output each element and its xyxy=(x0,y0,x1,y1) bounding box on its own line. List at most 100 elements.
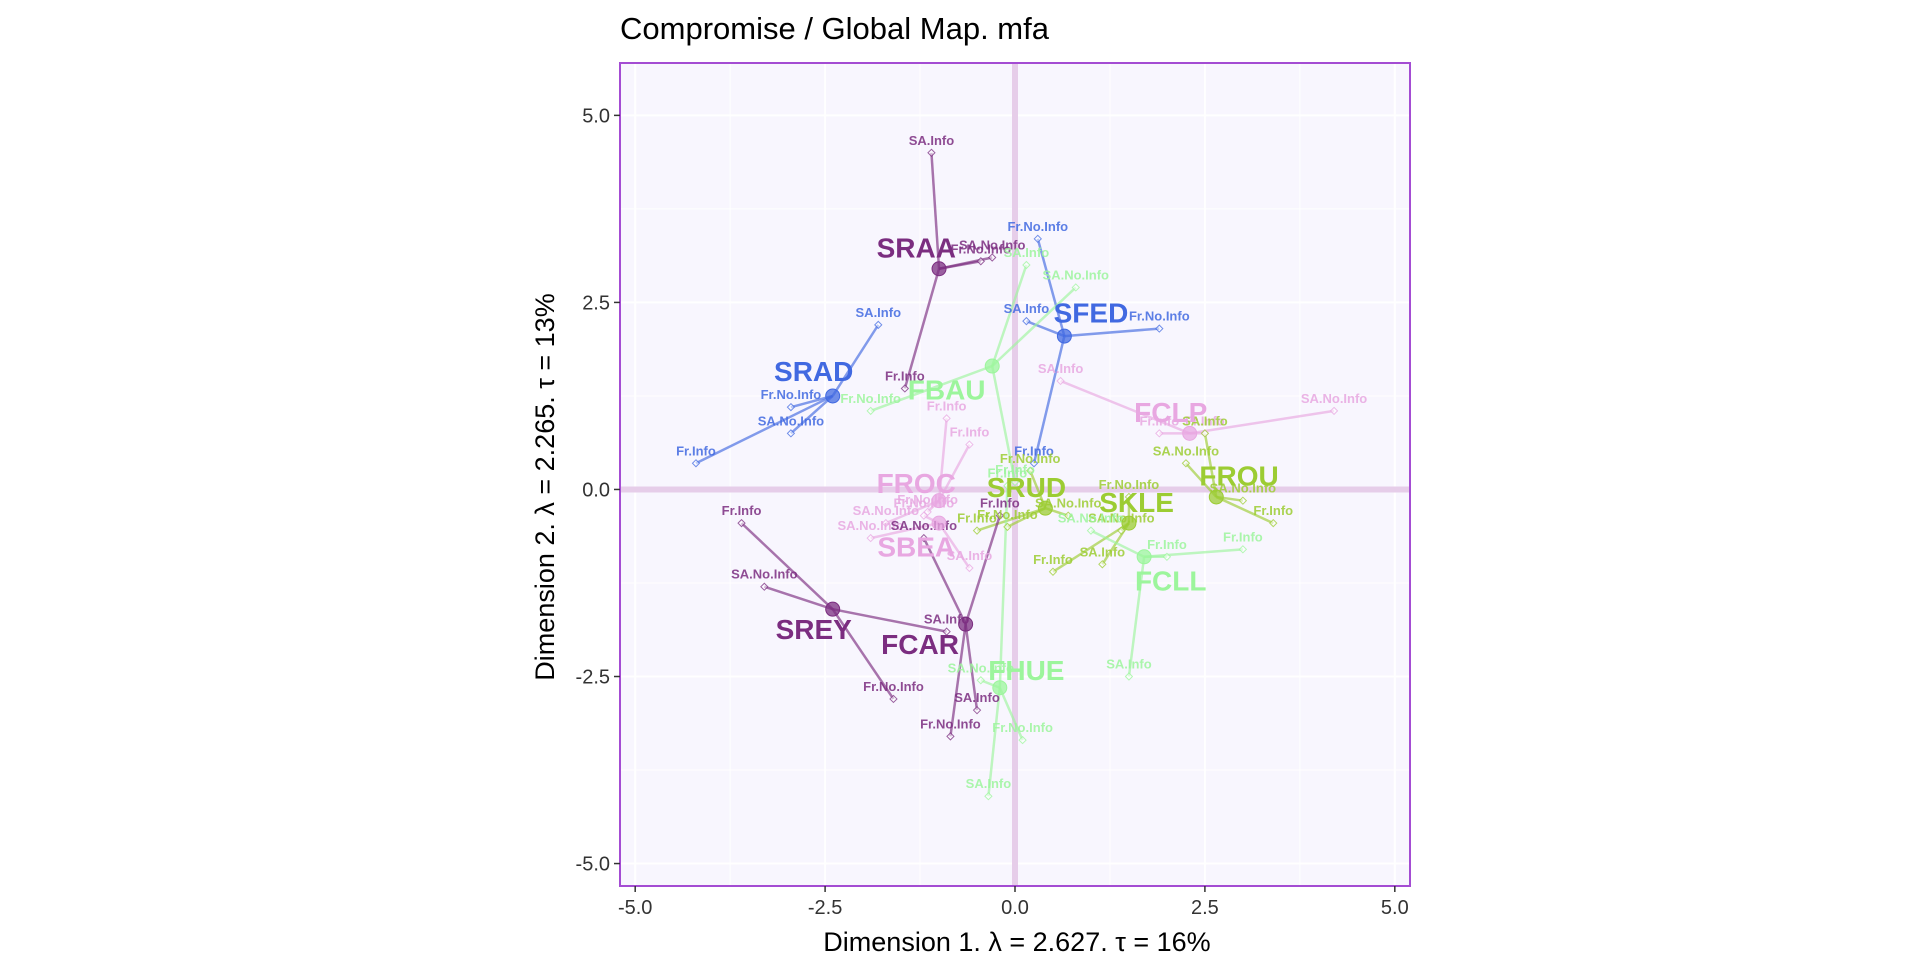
partial-segment xyxy=(949,623,967,737)
observation-label: FROC xyxy=(877,468,956,499)
y-tick-label: 5.0 xyxy=(582,105,610,127)
partial-segment xyxy=(763,585,834,611)
x-tick-label: 5.0 xyxy=(1381,897,1409,919)
partial-label: Fr.Info xyxy=(1033,552,1073,567)
partial-label: Fr.Info xyxy=(885,368,925,383)
partial-segment xyxy=(870,521,940,540)
partial-point xyxy=(988,253,997,262)
partial-segment xyxy=(790,395,834,435)
y-tick-label: -5.0 xyxy=(576,854,610,876)
partial-label: SA.Info xyxy=(966,776,1012,791)
partial-label: Fr.Info xyxy=(676,443,716,458)
partial-segment xyxy=(998,687,1024,741)
partial-point xyxy=(972,526,982,535)
observation-label: FBAU xyxy=(908,375,986,406)
observation-label: FCLL xyxy=(1135,565,1207,596)
partial-label: Fr.Info xyxy=(1139,413,1179,428)
partial-label: Fr.Info xyxy=(722,503,762,518)
observation-label: FHUE xyxy=(988,655,1064,686)
partial-point xyxy=(1181,459,1191,468)
partial-label: SA.Info xyxy=(1182,413,1228,428)
partial-segment xyxy=(1127,556,1146,677)
partial-point xyxy=(1124,672,1134,681)
partial-segment xyxy=(870,364,993,413)
observation-label: SKLE xyxy=(1099,487,1174,518)
partial-segment xyxy=(998,485,1009,688)
partial-point xyxy=(972,705,982,715)
partial-factor-labels: SA.InfoFr.No.InfoSA.No.InfoFr.InfoSA.Inf… xyxy=(676,133,1367,791)
observation-point xyxy=(984,358,1000,374)
partial-point xyxy=(946,732,955,741)
partial-label: SA.No.Info xyxy=(1088,511,1154,526)
observation-label: SBEA xyxy=(877,532,955,563)
observation-point xyxy=(1136,549,1152,565)
partial-point xyxy=(1063,511,1073,520)
partial-point xyxy=(1029,459,1039,468)
partial-label: Fr.No.Info xyxy=(950,241,1011,256)
x-tick-label: 2.5 xyxy=(1191,897,1219,919)
partial-label: SA.Info xyxy=(924,612,970,627)
partial-segment xyxy=(1036,238,1066,337)
partial-label: Fr.Info xyxy=(927,398,967,413)
partial-label: SA.No.Info xyxy=(758,413,824,428)
partial-point xyxy=(1056,376,1065,386)
x-axis-title: Dimension 1. λ = 2.627. τ = 16% xyxy=(823,927,1210,957)
partial-point xyxy=(1022,260,1031,270)
partial-label: SA.No.Info xyxy=(837,518,903,533)
partial-point xyxy=(786,402,796,412)
partial-label: SA.No.Info xyxy=(731,567,797,582)
partial-point xyxy=(874,320,883,330)
partial-segment xyxy=(1032,335,1066,464)
observation-label: SRAA xyxy=(877,232,956,263)
partial-label: Fr.No.Info xyxy=(992,720,1053,735)
partial-label: Fr.No.Info xyxy=(761,387,822,402)
partial-point xyxy=(1003,522,1012,532)
partial-label: SA.Info xyxy=(1004,301,1050,316)
partial-label: SA.Info xyxy=(954,690,1000,705)
observation-point xyxy=(992,680,1008,696)
partial-segment xyxy=(1203,433,1218,498)
partial-label: Fr.Info xyxy=(1223,529,1263,544)
partial-segment xyxy=(991,286,1077,367)
partial-segment xyxy=(976,506,1046,532)
y-axis-ticks: -5.0 -2.5 0.0 2.5 5.0 xyxy=(576,105,620,876)
partial-segment xyxy=(1090,529,1145,558)
observation-point xyxy=(825,388,841,404)
x-tick-label: -2.5 xyxy=(808,897,842,919)
partial-segment xyxy=(885,499,940,525)
partial-point xyxy=(1117,526,1126,535)
observation-point xyxy=(1037,500,1053,516)
partial-label: SA.Info xyxy=(1038,361,1084,376)
partial-label: SA.Info xyxy=(1004,245,1050,260)
partial-point xyxy=(919,511,929,520)
partial-point xyxy=(881,518,891,528)
partial-label: SA.Info xyxy=(856,305,902,320)
partial-point xyxy=(965,440,974,449)
partial-point xyxy=(866,406,875,416)
partial-segment xyxy=(922,537,967,625)
partial-label: Fr.Info xyxy=(1014,443,1054,458)
partial-label: SA.Info xyxy=(947,548,993,563)
partial-label: SA.No.Info xyxy=(853,503,919,518)
partial-point xyxy=(919,533,929,543)
partial-label: SA.Info xyxy=(1106,657,1152,672)
partial-label: Fr.Info xyxy=(988,466,1028,481)
partial-factor-segments xyxy=(695,152,1335,797)
partial-label: Fr.No.Info xyxy=(1129,309,1190,324)
partial-segment xyxy=(1215,495,1274,525)
partial-point xyxy=(927,148,936,157)
partial-point xyxy=(1238,496,1248,505)
partial-point xyxy=(1033,234,1042,244)
partial-segment xyxy=(937,418,948,501)
partial-point xyxy=(737,518,746,528)
partial-label: SA.No.Info xyxy=(948,660,1014,675)
partial-point xyxy=(984,792,993,801)
partial-label: Fr.No.Info xyxy=(920,716,981,731)
partial-point xyxy=(1071,283,1080,292)
observation-point xyxy=(931,515,947,531)
partial-segment xyxy=(991,264,1028,367)
observation-point xyxy=(1182,425,1198,441)
observation-label: FCLP xyxy=(1134,397,1207,428)
partial-label: SA.Info xyxy=(1080,544,1126,559)
partial-segment xyxy=(831,324,880,397)
